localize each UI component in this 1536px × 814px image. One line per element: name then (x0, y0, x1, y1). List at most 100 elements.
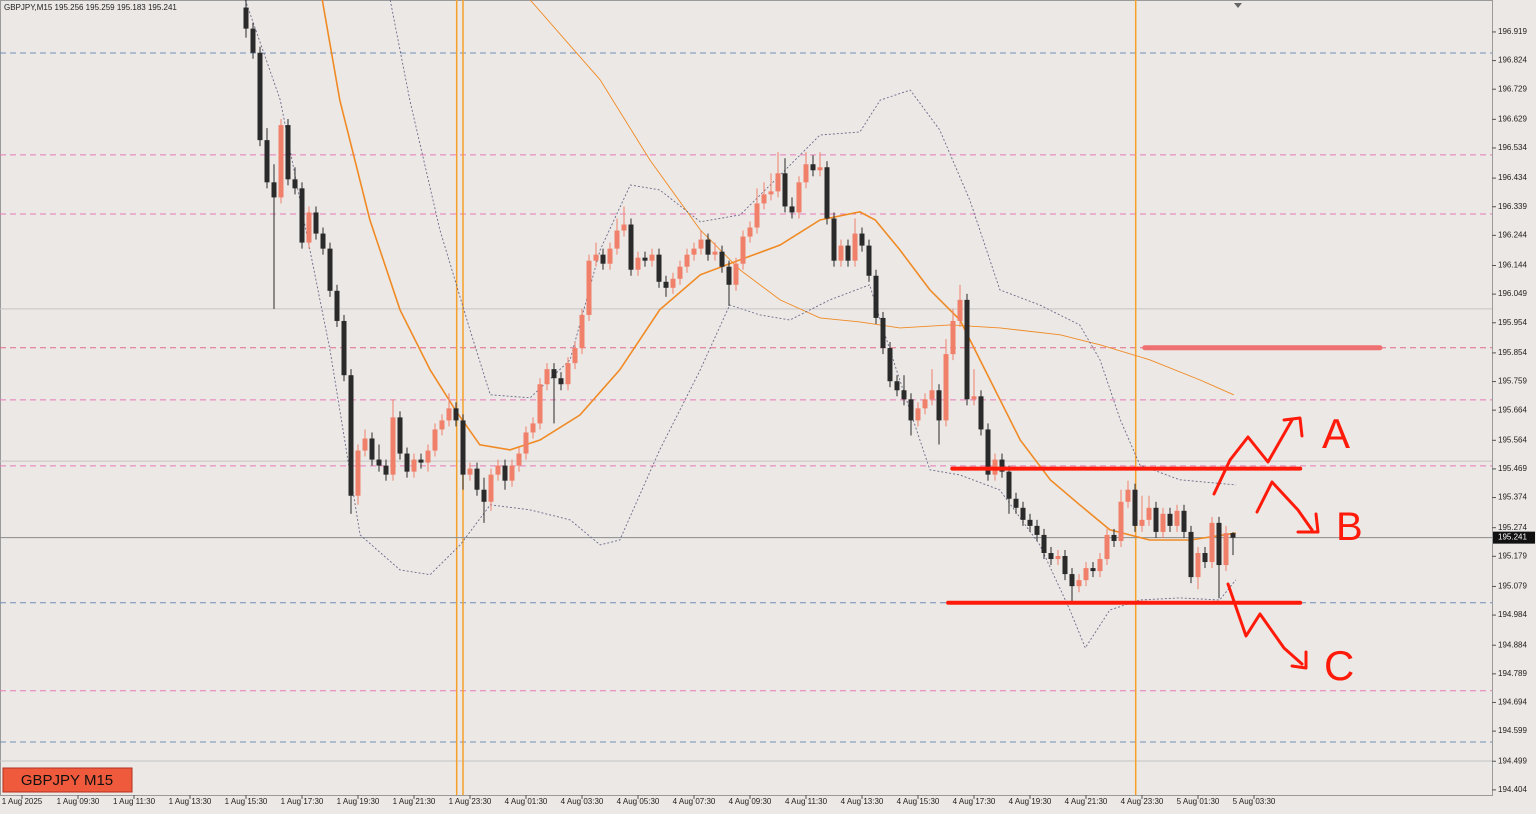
candle-body (271, 182, 277, 198)
x-tick-label: 4 Aug 11:30 (785, 797, 828, 806)
y-tick-label: 194.694 (1498, 698, 1527, 707)
candle-body (537, 384, 543, 424)
candle-body (481, 489, 487, 502)
candle-body (859, 233, 865, 246)
candle-body (642, 257, 648, 261)
candle-body (362, 438, 368, 451)
y-tick-label: 196.919 (1498, 27, 1527, 36)
candle-body (439, 420, 445, 430)
candle-body (1195, 553, 1201, 578)
candle-body (264, 140, 270, 183)
candle-body (621, 224, 627, 231)
candle-body (1202, 553, 1208, 563)
candle-body (474, 468, 480, 490)
y-tick-label: 194.884 (1498, 640, 1527, 649)
candle-body (880, 317, 886, 349)
symbol-box (2, 767, 133, 793)
candle-body (376, 459, 382, 466)
indicator-line (244, 0, 1237, 649)
candle-body (327, 248, 333, 291)
candle-body (698, 239, 704, 249)
y-tick-label: 196.049 (1498, 289, 1527, 298)
candle-body (824, 167, 830, 219)
candle-body (733, 263, 739, 285)
x-tick-label: 1 Aug 23:30 (449, 797, 492, 806)
candle-body (999, 459, 1005, 472)
candle-body (691, 248, 697, 255)
y-tick-label: 195.274 (1498, 523, 1527, 532)
candle-body (684, 254, 690, 267)
candle-body (908, 399, 914, 421)
candle-body (957, 299, 963, 321)
candle-body (432, 429, 438, 451)
candle-body (551, 369, 557, 379)
candle-body (670, 278, 676, 288)
candle-body (1013, 498, 1019, 508)
candle-body (852, 233, 858, 261)
candle-body (1139, 519, 1145, 526)
candle-body (614, 230, 620, 249)
candle-body (516, 453, 522, 466)
candle-body (1097, 559, 1103, 572)
y-tick-label: 195.469 (1498, 464, 1527, 473)
arrow-b (1255, 480, 1320, 534)
candle-body (894, 381, 900, 391)
candle-body (950, 320, 956, 355)
x-tick-label: 4 Aug 15:30 (897, 797, 940, 806)
y-tick-label: 195.564 (1498, 435, 1527, 444)
y-tick-label: 194.404 (1498, 785, 1527, 794)
candle-body (761, 194, 767, 204)
candle-body (390, 417, 396, 475)
candle-body (712, 251, 718, 255)
candle-body (831, 218, 837, 261)
candle-body (978, 396, 984, 430)
candle-body (383, 465, 389, 475)
candle-body (985, 429, 991, 475)
y-tick-label: 195.954 (1498, 318, 1527, 327)
y-tick-label: 196.824 (1498, 56, 1527, 65)
y-tick-label: 196.434 (1498, 173, 1527, 182)
candle-body (817, 167, 823, 171)
candle-body (1006, 471, 1012, 499)
x-tick-label: 4 Aug 01:30 (505, 797, 548, 806)
candle-body (628, 224, 634, 270)
x-tick-label: 1 Aug 21:30 (393, 797, 436, 806)
candle-body (313, 212, 319, 234)
y-tick-label: 195.759 (1498, 377, 1527, 386)
candle-body (285, 125, 291, 180)
candle-body (257, 52, 263, 141)
candle-body (348, 375, 354, 496)
y-tick-label: 196.729 (1498, 84, 1527, 93)
candle-body (887, 348, 893, 382)
candle-body (1076, 580, 1082, 587)
candle-body (558, 378, 564, 385)
y-tick-label: 196.144 (1498, 261, 1527, 270)
candle-body (446, 408, 452, 421)
candle-body (789, 206, 795, 213)
candle-body (915, 408, 921, 421)
candle-body (1146, 507, 1152, 520)
candle-body (726, 266, 732, 285)
x-tick-label: 1 Aug 2025 (2, 797, 43, 806)
x-tick-label: 4 Aug 13:30 (841, 797, 884, 806)
candle-body (740, 236, 746, 264)
candle-body (1027, 519, 1033, 526)
y-tick-label: 196.339 (1498, 202, 1527, 211)
candle-body (747, 227, 753, 237)
y-tick-label: 194.599 (1498, 726, 1527, 735)
candle-body (1062, 556, 1068, 575)
candle-body (278, 125, 284, 198)
y-tick-label: 194.789 (1498, 669, 1527, 678)
candle-body (971, 396, 977, 400)
candle-body (1167, 513, 1173, 526)
x-tick-label: 4 Aug 23:30 (1121, 797, 1164, 806)
x-tick-label: 1 Aug 19:30 (337, 797, 380, 806)
candle-body (649, 254, 655, 261)
candle-body (964, 299, 970, 400)
candle-body (796, 182, 802, 213)
annotation-label: C (1324, 642, 1354, 689)
y-tick-label: 194.984 (1498, 610, 1527, 619)
y-tick-label: 196.244 (1498, 230, 1527, 239)
